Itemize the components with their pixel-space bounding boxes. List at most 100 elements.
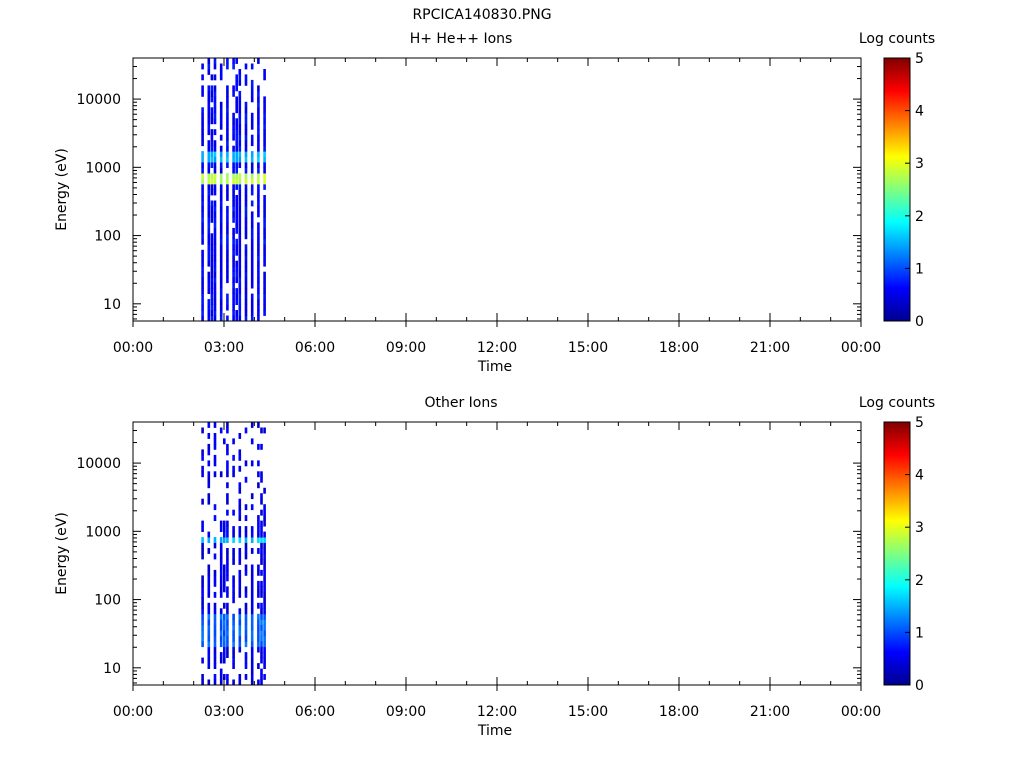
spectrogram-cell bbox=[263, 293, 266, 300]
spectrogram-cell bbox=[260, 553, 263, 560]
spectrogram-cell bbox=[257, 123, 260, 130]
spectrogram-cell bbox=[207, 476, 211, 483]
spectrogram-cell bbox=[213, 542, 217, 549]
spectrogram-cell bbox=[213, 200, 217, 207]
spectrogram-cell bbox=[207, 564, 211, 571]
spectrogram-cell bbox=[226, 195, 229, 201]
spectrogram-cell bbox=[219, 271, 223, 278]
spectrogram-cell bbox=[244, 145, 248, 152]
spectrogram-cell bbox=[226, 216, 229, 223]
spectrogram-cell bbox=[207, 537, 211, 543]
spectrogram-cell bbox=[250, 277, 254, 284]
spectrogram-cell bbox=[207, 635, 211, 642]
spectrogram-cell bbox=[226, 173, 229, 179]
spectrogram-cell bbox=[244, 624, 248, 631]
spectrogram-cell bbox=[257, 679, 260, 686]
spectrogram-cell bbox=[207, 173, 211, 179]
spectrogram-cell bbox=[257, 277, 260, 284]
spectrogram-cell bbox=[226, 493, 229, 500]
spectrogram-cell bbox=[226, 548, 229, 554]
spectrogram-cell bbox=[244, 657, 248, 664]
spectrogram-cell bbox=[257, 162, 260, 168]
spectrogram-cell bbox=[213, 310, 217, 316]
spectrogram-cell bbox=[219, 575, 223, 582]
spectrogram-cell bbox=[226, 315, 229, 322]
spectrogram-cell bbox=[260, 498, 263, 505]
spectrogram-cell bbox=[210, 211, 214, 218]
spectrogram-cell bbox=[263, 608, 266, 615]
spectrogram-cell bbox=[226, 586, 229, 593]
spectrogram-cell bbox=[232, 123, 235, 130]
spectrogram-cell bbox=[257, 189, 260, 196]
spectrogram-cell bbox=[257, 266, 260, 273]
spectrogram-cell bbox=[244, 195, 248, 201]
spectrogram-cell bbox=[213, 454, 217, 461]
spectrogram-cell bbox=[244, 537, 248, 543]
spectrogram-cell bbox=[250, 537, 254, 543]
spectrogram-cell bbox=[201, 205, 204, 212]
spectrogram-cell bbox=[226, 107, 229, 114]
spectrogram-cell bbox=[210, 277, 214, 284]
spectrogram-cell bbox=[219, 299, 223, 305]
spectrogram-cell bbox=[250, 641, 254, 648]
x-tick-label: 15:00 bbox=[568, 704, 608, 720]
spectrogram-cell bbox=[244, 79, 248, 86]
spectrogram-cell bbox=[235, 74, 238, 81]
spectrogram-cell bbox=[263, 200, 266, 207]
spectrogram-cell bbox=[226, 443, 229, 450]
spectrogram-cell bbox=[238, 216, 242, 223]
spectrogram-cell bbox=[250, 271, 254, 278]
spectrogram-cell bbox=[235, 79, 238, 86]
colorbar-tick-label: 5 bbox=[915, 415, 924, 431]
spectrogram-cell bbox=[250, 619, 254, 626]
spectrogram-cell bbox=[232, 597, 235, 604]
spectrogram-cell bbox=[232, 167, 235, 174]
spectrogram-cell bbox=[232, 613, 235, 620]
spectrogram-cell bbox=[238, 310, 242, 316]
spectrogram-cell bbox=[238, 282, 242, 289]
spectrogram-cell bbox=[232, 162, 235, 168]
spectrogram-cell bbox=[238, 112, 242, 119]
spectrogram-cell bbox=[201, 619, 204, 626]
spectrogram-cell bbox=[213, 422, 217, 428]
spectrogram-cell bbox=[232, 63, 235, 70]
spectrogram-cell bbox=[244, 189, 248, 196]
x-tick-label: 09:00 bbox=[386, 340, 426, 356]
spectrogram-cell bbox=[232, 630, 235, 637]
spectrogram-cell bbox=[238, 641, 242, 648]
spectrogram-cell bbox=[244, 304, 248, 311]
spectrogram-cell bbox=[207, 200, 211, 207]
spectrogram-cell bbox=[232, 471, 235, 478]
spectrogram-cell bbox=[250, 238, 254, 245]
spectrogram-cell bbox=[238, 140, 242, 147]
spectrogram-cell bbox=[213, 244, 217, 251]
spectrogram-cell bbox=[226, 537, 229, 543]
spectrogram-cell bbox=[238, 151, 242, 157]
spectrogram-cell bbox=[232, 112, 235, 119]
spectrogram-cell bbox=[201, 238, 204, 245]
spectrogram-cell bbox=[210, 90, 214, 97]
spectrogram-cell bbox=[232, 559, 235, 565]
y-tick-label: 1000 bbox=[85, 524, 121, 540]
spectrogram-cell bbox=[244, 255, 248, 262]
spectrogram-cell bbox=[244, 635, 248, 642]
spectrogram-cell bbox=[226, 613, 229, 620]
spectrogram-cell bbox=[263, 112, 266, 119]
spectrogram-cell bbox=[244, 134, 248, 141]
spectrogram-cell bbox=[250, 151, 254, 157]
spectrogram-cell bbox=[201, 271, 204, 278]
spectrogram-cell bbox=[223, 641, 226, 648]
spectrogram-cell bbox=[207, 613, 211, 620]
spectrogram-cell bbox=[210, 249, 214, 256]
spectrogram-cell bbox=[250, 211, 254, 218]
spectrogram-cell bbox=[263, 282, 266, 289]
spectrogram-cell bbox=[232, 277, 235, 284]
spectrogram-cell bbox=[226, 145, 229, 152]
spectrogram-cell bbox=[201, 140, 204, 147]
spectrogram-cell bbox=[201, 129, 204, 136]
spectrogram-cell bbox=[226, 293, 229, 300]
spectrogram-cell bbox=[238, 260, 242, 267]
spectrogram-cell bbox=[235, 173, 238, 179]
spectrogram-cell bbox=[263, 674, 266, 680]
spectrogram-cell bbox=[213, 145, 217, 152]
